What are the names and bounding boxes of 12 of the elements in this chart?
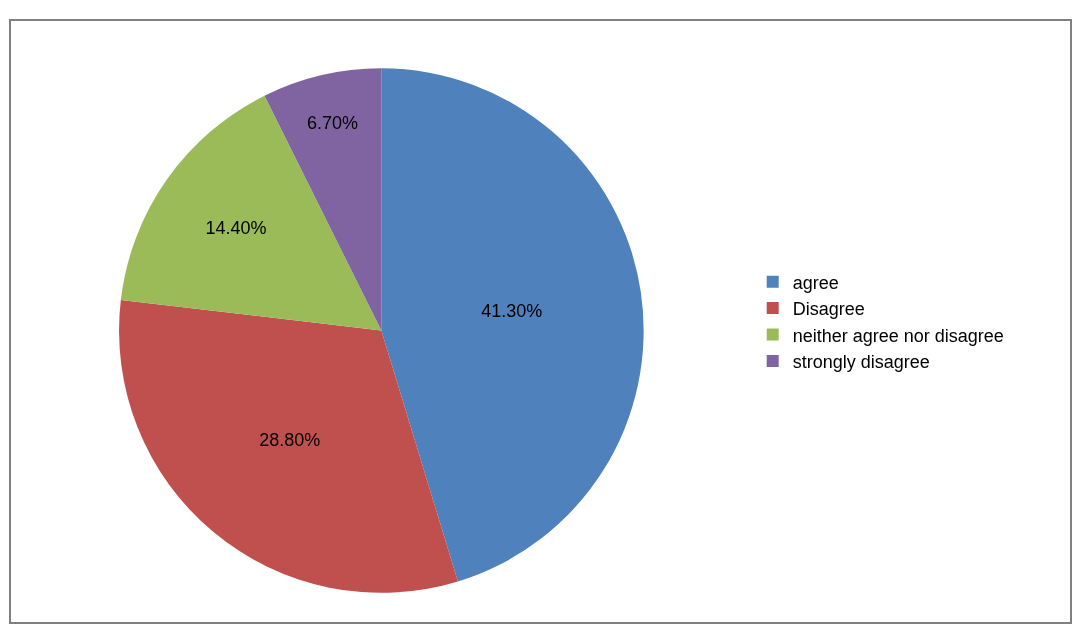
- legend-label: neither agree nor disagree: [792, 325, 1004, 346]
- pie-slice: [381, 68, 644, 582]
- pie-slice: [120, 95, 382, 331]
- data-label: 41.30%: [481, 301, 543, 322]
- legend-label: Disagree: [792, 299, 865, 320]
- legend-label: strongly disagree: [792, 351, 930, 372]
- pie-slice: [264, 68, 382, 331]
- pie-slice: [119, 299, 458, 593]
- data-label: 14.40%: [205, 218, 267, 239]
- data-label: 28.80%: [259, 430, 321, 451]
- legend-label: agree: [792, 272, 839, 293]
- data-label: 6.70%: [306, 112, 359, 133]
